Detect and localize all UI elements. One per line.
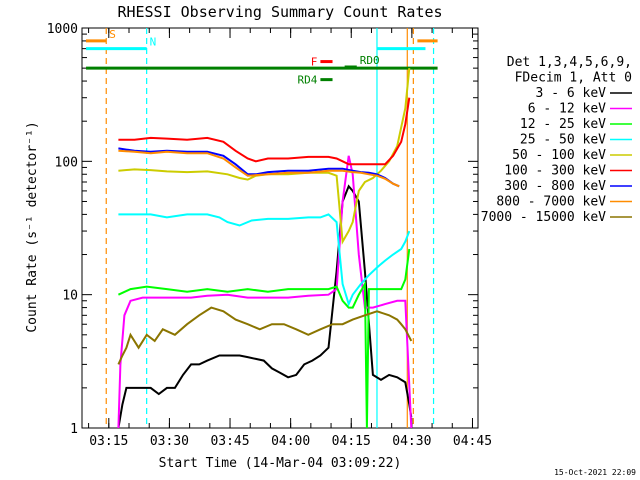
annotation-label: F bbox=[311, 56, 318, 69]
annotation-label: N bbox=[150, 36, 157, 49]
legend-header: Det 1,3,4,5,6,9, bbox=[507, 55, 632, 70]
legend-entry: 100 - 300 keV bbox=[504, 164, 606, 179]
annotation-label: RD4 bbox=[298, 74, 318, 87]
series-line bbox=[117, 155, 413, 428]
footer-date: 15-Oct-2021 22:09 bbox=[554, 468, 636, 477]
legend-header: FDecim 1, Att 0 bbox=[515, 71, 632, 86]
x-tick-label: 04:00 bbox=[271, 434, 310, 449]
x-tick-label: 04:15 bbox=[332, 434, 371, 449]
plot-area: 1 10 100 1000 03:15 03:30 03:45 04:00 04:15 04:30… bbox=[47, 22, 492, 449]
legend-entry: 50 - 100 keV bbox=[512, 148, 606, 163]
x-tick-label: 03:45 bbox=[210, 434, 249, 449]
annotation-label: RD0 bbox=[360, 54, 380, 67]
legend-entry: 7000 - 15000 keV bbox=[481, 210, 606, 225]
x-tick-label: 03:30 bbox=[150, 434, 189, 449]
chart-title: RHESSI Observing Summary Count Rates bbox=[117, 3, 442, 21]
x-tick-label: 04:30 bbox=[392, 434, 431, 449]
series-line bbox=[118, 97, 411, 166]
series-line bbox=[117, 306, 413, 365]
series-line bbox=[118, 68, 411, 245]
annotation-label: S bbox=[109, 28, 116, 41]
y-tick-label: 1000 bbox=[47, 22, 78, 37]
y-axis-label: Count Rate (s⁻¹ detector⁻¹) bbox=[25, 121, 40, 332]
series-line bbox=[117, 248, 411, 428]
x-axis-label: Start Time (14-Mar-04 03:09:22) bbox=[159, 456, 402, 471]
x-tick-label: 04:45 bbox=[453, 434, 492, 449]
y-tick-label: 1 bbox=[70, 422, 78, 437]
plot-frame bbox=[81, 27, 479, 429]
legend-entry: 12 - 25 keV bbox=[520, 117, 606, 132]
y-tick-label: 10 bbox=[62, 289, 78, 304]
series-line bbox=[118, 149, 400, 188]
legend-entry: 25 - 50 keV bbox=[520, 133, 606, 148]
legend-entry: 6 - 12 keV bbox=[528, 102, 606, 117]
x-tick-label: 03:15 bbox=[89, 434, 128, 449]
legend: Det 1,3,4,5,6,9,FDecim 1, Att 03 - 6 keV… bbox=[481, 55, 632, 225]
legend-entry: 800 - 7000 keV bbox=[496, 195, 606, 210]
legend-entry: 300 - 800 keV bbox=[504, 179, 606, 194]
legend-entry: 3 - 6 keV bbox=[536, 86, 607, 101]
series-line bbox=[118, 147, 400, 188]
y-tick-label: 100 bbox=[55, 155, 78, 170]
series-line bbox=[118, 213, 411, 308]
